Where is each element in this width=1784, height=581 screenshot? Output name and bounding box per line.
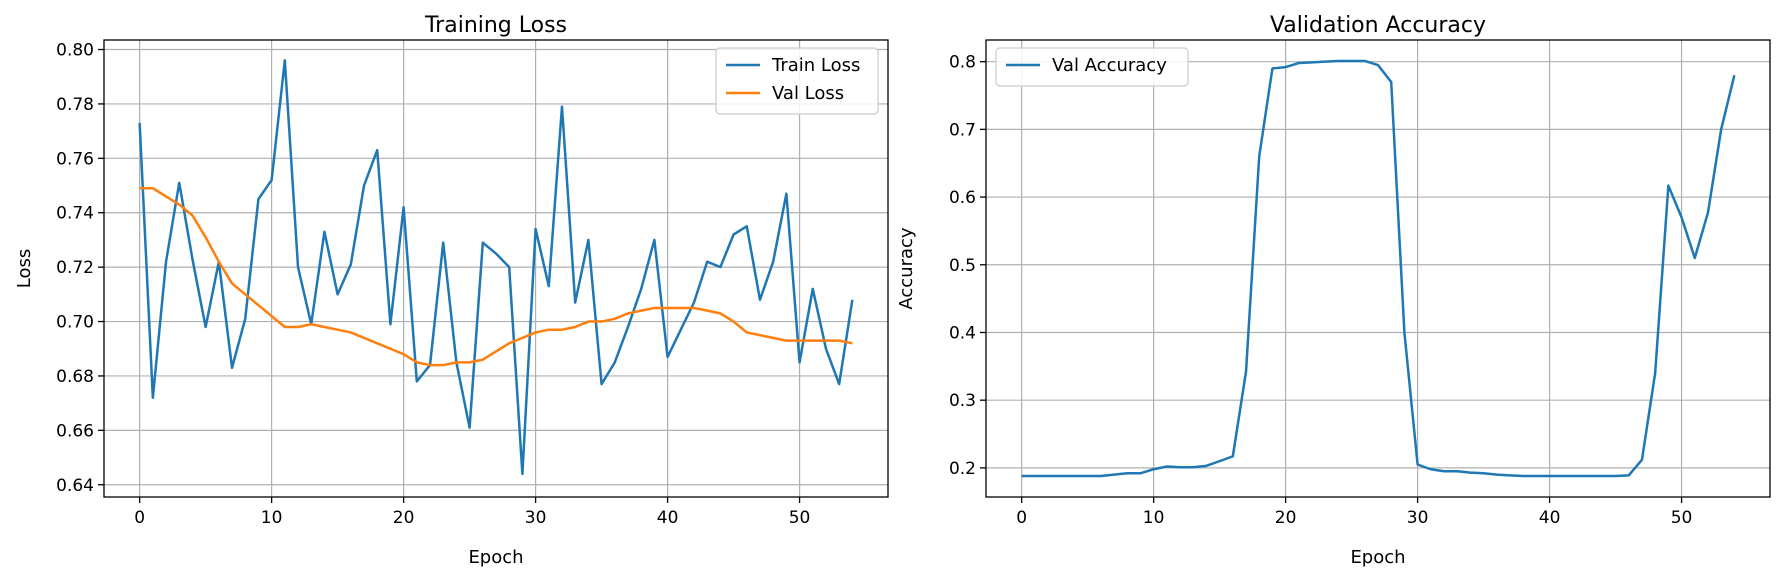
tick-marks: 0 10 20 30 40 50 0.2 0.3 0.4 0.5 0.6 0.7 0.8: [949, 53, 1692, 528]
y-tick-label: 0.76: [56, 149, 94, 169]
x-tick-label: 40: [657, 508, 679, 528]
val-loss-line: [139, 187, 853, 367]
axes-frame: [103, 39, 889, 498]
y-tick-label: 0.7: [949, 120, 976, 140]
validation-accuracy-plot: Validation Accuracy Epoch Accuracy 0 10 20…: [896, 13, 1771, 568]
legend-label: Val Loss: [772, 83, 844, 104]
x-tick-label: 0: [134, 508, 145, 528]
y-tick-label: 0.4: [949, 323, 976, 343]
y-tick-label: 0.64: [56, 476, 94, 496]
y-axis-label: Loss: [14, 249, 35, 288]
x-tick-label: 30: [525, 508, 547, 528]
x-axis-label: Epoch: [1350, 547, 1405, 568]
legend: Train Loss Val Loss: [715, 47, 879, 115]
x-tick-label: 20: [393, 508, 415, 528]
x-tick-label: 50: [789, 508, 811, 528]
x-tick-label: 10: [261, 508, 283, 528]
legend-label: Train Loss: [771, 55, 860, 76]
y-tick-label: 0.68: [56, 367, 94, 387]
chart-title: Validation Accuracy: [1270, 13, 1486, 38]
y-tick-label: 0.74: [56, 204, 94, 224]
x-tick-label: 0: [1016, 508, 1027, 528]
series-lines: [1021, 59, 1736, 478]
x-tick-label: 20: [1275, 508, 1297, 528]
legend: Val Accuracy: [995, 47, 1189, 87]
x-axis-label: Epoch: [468, 547, 523, 568]
y-tick-label: 0.5: [949, 256, 976, 276]
x-tick-label: 50: [1671, 508, 1693, 528]
y-tick-label: 0.72: [56, 258, 94, 278]
gridlines: [986, 40, 1770, 497]
val-accuracy-line: [1021, 59, 1736, 478]
y-axis-label: Accuracy: [896, 227, 917, 310]
legend-label: Val Accuracy: [1052, 55, 1167, 76]
series-lines: [138, 59, 854, 476]
y-tick-label: 0.70: [56, 313, 94, 333]
y-tick-label: 0.6: [949, 188, 976, 208]
y-tick-label: 0.3: [949, 391, 976, 411]
legend-box: [995, 47, 1189, 87]
tick-marks: 0 10 20 30 40 50 0.64 0.66 0.68 0.70 0.72 0.74 0.76 0…: [56, 41, 810, 528]
y-tick-label: 0.2: [949, 459, 976, 479]
x-tick-label: 40: [1539, 508, 1561, 528]
chart-title: Training Loss: [424, 13, 567, 38]
axes-frame: [985, 39, 1771, 498]
y-tick-label: 0.80: [56, 41, 94, 61]
y-tick-label: 0.78: [56, 95, 94, 115]
y-tick-label: 0.66: [56, 421, 94, 441]
y-tick-label: 0.8: [949, 53, 976, 73]
x-tick-label: 10: [1143, 508, 1165, 528]
train-loss-line: [138, 59, 854, 476]
x-tick-label: 30: [1407, 508, 1429, 528]
training-loss-plot: Training Loss Epoch Loss 0 10 20 30 40 50 0.64…: [14, 13, 889, 568]
